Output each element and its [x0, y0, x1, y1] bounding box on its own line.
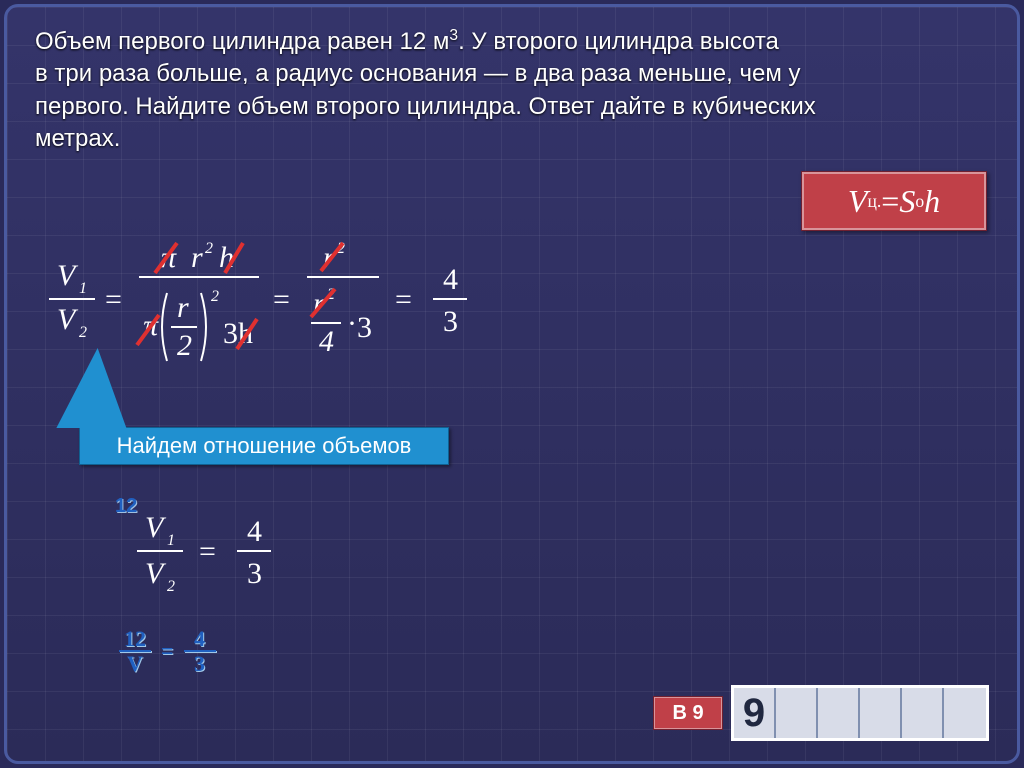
f-S: S [899, 183, 915, 220]
eq-s2: 2 [79, 324, 87, 341]
problem-l2: в три раза больше, а радиус основания — … [35, 60, 801, 87]
svg-text:=: = [273, 283, 290, 316]
f-sub2: o [915, 191, 924, 212]
eq-3b: 3 [443, 305, 458, 338]
answer-blank-6[interactable] [944, 688, 986, 738]
answer-cells: 9 [731, 685, 989, 741]
svg-text:=: = [105, 283, 122, 316]
annotation-12: 12 [115, 495, 137, 518]
final-proportion: 12 V = 4 3 [119, 627, 216, 675]
d2: 3 [194, 652, 205, 675]
problem-text: Объем первого цилиндра равен 12 м3. У вт… [35, 25, 989, 156]
problem-l1b: . У второго цилиндра высота [458, 28, 779, 55]
eq-4a: 4 [319, 325, 334, 358]
n2: 4 [194, 627, 205, 650]
f-sub1: ц. [867, 191, 881, 212]
answer-digit-1[interactable]: 9 [734, 688, 776, 738]
d1: V [127, 652, 143, 675]
problem-sup: 3 [449, 27, 458, 44]
svg-text:=: = [199, 535, 216, 568]
ratio-equation: V1 V2 = 4 3 [137, 503, 337, 603]
svg-text:4: 4 [247, 515, 262, 548]
svg-text:V: V [145, 557, 167, 590]
answer-blank-4[interactable] [860, 688, 902, 738]
frac-left: 12 V [119, 627, 151, 675]
eq-r1: r [191, 241, 203, 274]
callout-text: Найдем отношение объемов [117, 433, 412, 459]
f-V: V [848, 183, 868, 220]
eq-s1: 1 [79, 280, 87, 297]
frac-right: 4 3 [184, 627, 216, 675]
eq-exp2a: 2 [205, 240, 213, 257]
eq-4b: 4 [443, 263, 458, 296]
volume-formula-box: Vц. = Soh [801, 171, 987, 231]
problem-l4: метрах. [35, 125, 120, 152]
svg-text:2: 2 [167, 578, 175, 595]
f-eq: = [881, 183, 899, 220]
answer-blank-5[interactable] [902, 688, 944, 738]
callout-box: Найдем отношение объемов [79, 427, 449, 465]
svg-text:=: = [395, 283, 412, 316]
answer-label: В 9 [653, 696, 723, 730]
eq-2a: 2 [177, 329, 192, 362]
svg-text:3: 3 [247, 557, 262, 590]
problem-l3: первого. Найдите объем второго цилиндра.… [35, 93, 816, 120]
svg-text:·: · [347, 307, 357, 340]
slide-frame: Объем первого цилиндра равен 12 м3. У вт… [4, 4, 1020, 764]
eq-3a: 3 [357, 311, 372, 344]
answer-blank-2[interactable] [776, 688, 818, 738]
svg-text:1: 1 [167, 532, 175, 549]
eq-V2: V [57, 303, 79, 336]
eq-V1: V [57, 259, 79, 292]
n1: 12 [124, 627, 146, 650]
svg-text:V: V [145, 511, 167, 544]
eq-expb: 2 [211, 288, 219, 305]
eq-sign: = [161, 638, 174, 664]
problem-l1a: Объем первого цилиндра равен 12 м [35, 28, 449, 55]
f-h: h [924, 183, 940, 220]
answer-blank-3[interactable] [818, 688, 860, 738]
eq-r2: r [177, 291, 189, 324]
answer-row: В 9 9 [653, 685, 989, 741]
